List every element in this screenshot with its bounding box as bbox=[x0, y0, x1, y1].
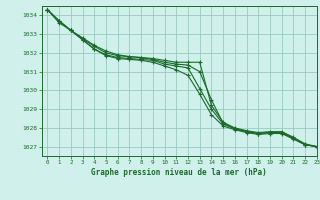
X-axis label: Graphe pression niveau de la mer (hPa): Graphe pression niveau de la mer (hPa) bbox=[91, 168, 267, 177]
